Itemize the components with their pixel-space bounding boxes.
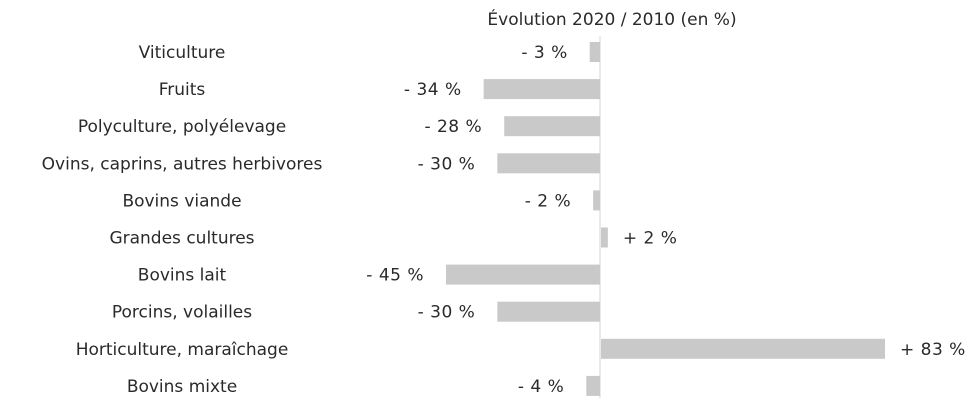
category-label: Polyculture, polyélevage [78,117,286,137]
bar [497,153,600,174]
bar [504,116,600,137]
category-label: Grandes cultures [109,229,254,249]
bar [593,190,600,211]
category-label: Horticulture, maraîchage [76,340,289,360]
chart-title: Évolution 2020 / 2010 (en %) [487,8,736,30]
bar [497,301,600,322]
category-label: Fruits [159,80,206,100]
category-label: Ovins, caprins, autres herbivores [42,154,323,174]
data-label: + 83 % [900,340,966,360]
bar [601,227,608,248]
bars-layer: Viticulture - 3 % Fruits - 34 % Polyculture,… [42,36,966,398]
category-label: Porcins, volailles [112,303,252,323]
bar [586,375,600,396]
data-label: - 30 % [418,303,476,323]
category-label: Viticulture [139,43,226,63]
bar [601,338,885,359]
data-label: - 45 % [366,266,424,286]
category-label: Bovins viande [122,191,241,211]
data-label: - 4 % [518,377,564,397]
category-label: Bovins lait [138,266,227,286]
bar [589,42,600,62]
data-label: - 30 % [418,154,476,174]
bar [483,79,600,100]
data-label: - 28 % [424,117,482,137]
data-label: - 3 % [521,43,567,63]
data-label: + 2 % [623,229,678,249]
data-label: - 34 % [404,80,462,100]
data-label: - 2 % [525,191,571,211]
bar [446,264,600,285]
category-label: Bovins mixte [127,377,237,397]
